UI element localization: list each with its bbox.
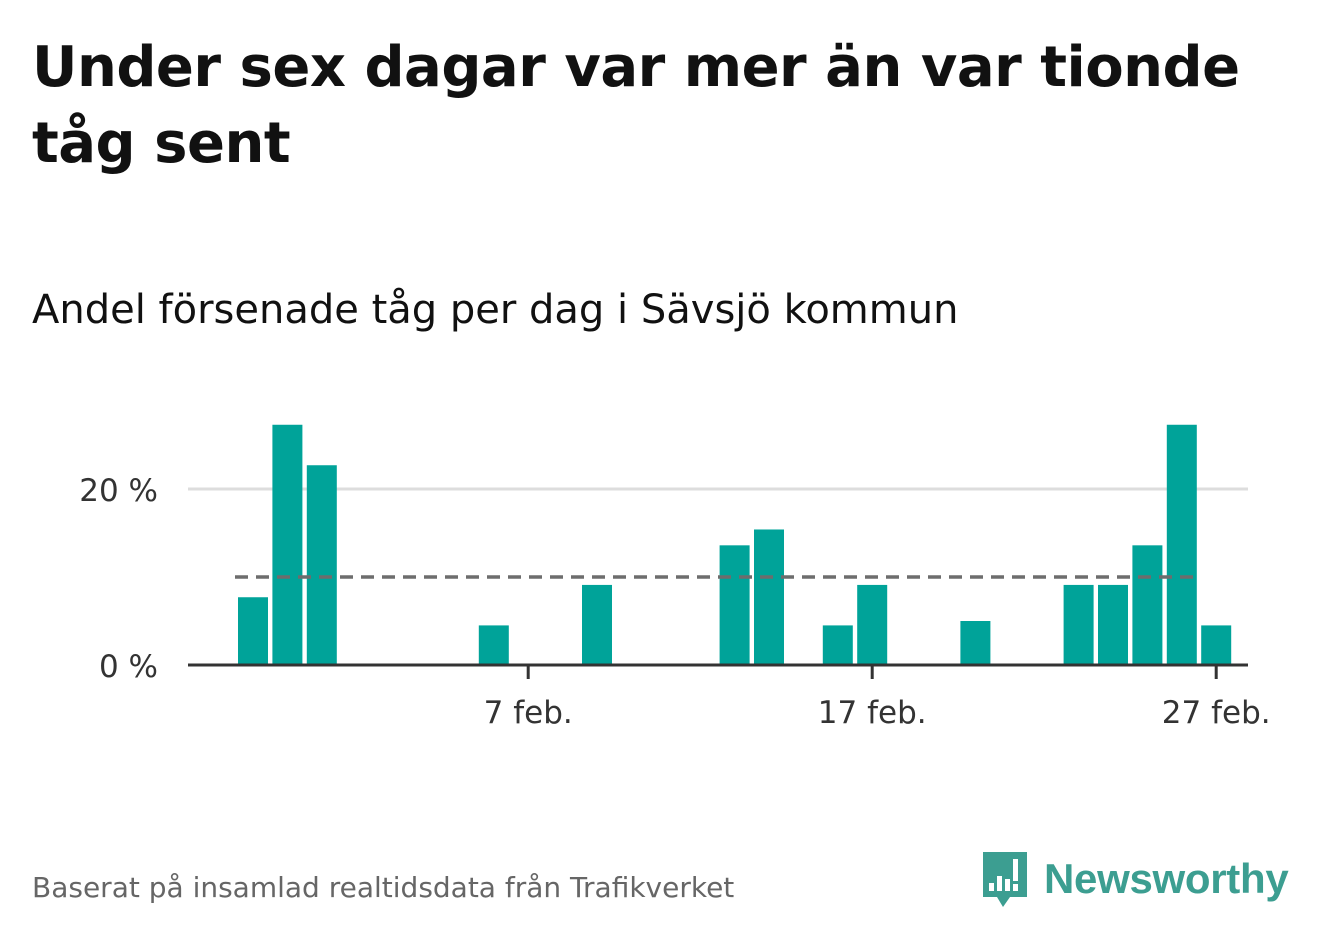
logo-text: Newsworthy (1044, 855, 1289, 902)
bar (822, 625, 853, 665)
bar (478, 625, 509, 665)
bar-chart: 0 % 20 % 7 feb. 17 feb. 27 feb. (79, 424, 1271, 731)
bars (238, 424, 1232, 665)
x-tick-label: 7 feb. (484, 695, 573, 731)
y-tick-label: 0 % (99, 649, 158, 685)
chart-title: Under sex dagar var mer än var tionde tå… (32, 35, 1240, 176)
bar (1166, 424, 1197, 665)
bar (238, 597, 268, 665)
bar (1063, 584, 1094, 665)
bar (960, 621, 991, 665)
x-tick-label: 27 feb. (1162, 695, 1271, 731)
bar (1098, 584, 1128, 665)
bar (857, 584, 888, 665)
source-note: Baserat på insamlad realtidsdata från Tr… (32, 871, 735, 904)
newsworthy-logo: Newsworthy (980, 848, 1289, 910)
bar (1132, 545, 1163, 665)
bar (582, 584, 612, 665)
y-tick-label: 20 % (79, 473, 158, 509)
bar (1201, 625, 1232, 665)
bar (754, 529, 784, 665)
chart-subtitle: Andel försenade tåg per dag i Sävsjö kom… (32, 287, 959, 333)
x-tick-label: 17 feb. (818, 695, 927, 731)
bar (719, 545, 750, 665)
x-axis (188, 663, 1248, 679)
newsworthy-chart-bubble-icon (983, 852, 1027, 907)
bar (306, 465, 337, 665)
axis-labels: 0 % 20 % 7 feb. 17 feb. 27 feb. (79, 473, 1270, 731)
bar (272, 424, 303, 665)
